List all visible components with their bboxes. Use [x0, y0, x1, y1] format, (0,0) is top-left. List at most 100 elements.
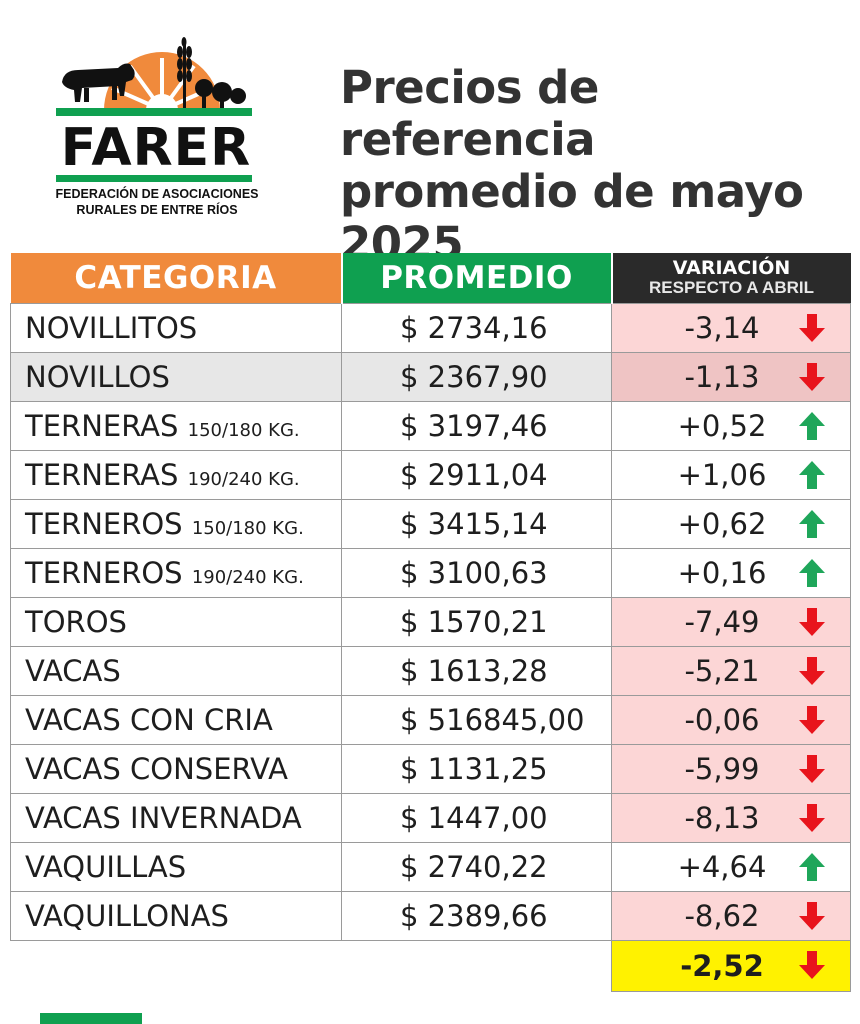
- header-variation-subtitle: RESPECTO A ABRIL: [649, 278, 814, 297]
- variation-cell: +4,64: [611, 842, 851, 892]
- table-row: TERNERAS 150/180 KG. $ 3197,46 +0,52: [10, 401, 851, 451]
- category-cell: TERNEROS 150/180 KG.: [10, 499, 342, 549]
- price-table: CATEGORIA PROMEDIO VARIACIÓN RESPECTO A …: [10, 253, 851, 992]
- category-name: NOVILLOS: [25, 360, 170, 394]
- table-row: VACAS CON CRIA $ 516845,00 -0,06: [10, 695, 851, 745]
- variation-cell: -1,13: [611, 352, 851, 402]
- arrow-down-icon: [799, 706, 825, 734]
- category-name: TERNERAS: [25, 409, 179, 443]
- category-name: TERNERAS: [25, 458, 179, 492]
- total-spacer: [342, 941, 612, 992]
- bottom-accent-bar: [40, 1013, 142, 1024]
- table-row: TERNEROS 190/240 KG. $ 3100,63 +0,16: [10, 548, 851, 598]
- variation-cell: +1,06: [611, 450, 851, 500]
- variation-value: +0,62: [677, 507, 767, 541]
- category-name: VAQUILLAS: [25, 850, 187, 884]
- category-cell: VACAS CONSERVA: [10, 744, 342, 794]
- variation-value: +0,52: [677, 409, 767, 443]
- table-row: VACAS CONSERVA $ 1131,25 -5,99: [10, 744, 851, 794]
- average-cell: $ 1570,21: [341, 597, 612, 647]
- category-cell: TERNERAS 150/180 KG.: [10, 401, 342, 451]
- variation-cell: -5,99: [611, 744, 851, 794]
- variation-cell: -5,21: [611, 646, 851, 696]
- total-variation-cell: -2,52: [611, 940, 851, 992]
- variation-value: -5,99: [684, 752, 760, 786]
- category-name: NOVILLITOS: [25, 311, 198, 345]
- title-line2: promedio de mayo: [340, 165, 804, 218]
- variation-cell: +0,16: [611, 548, 851, 598]
- category-name: TOROS: [25, 605, 127, 639]
- category-name: VACAS: [25, 654, 121, 688]
- average-cell: $ 2911,04: [341, 450, 612, 500]
- page-title: Precios de referencia promedio de mayo 2…: [340, 62, 840, 270]
- average-cell: $ 3415,14: [341, 499, 612, 549]
- header-variation-title: VARIACIÓN: [672, 257, 791, 279]
- logo-subtitle-line1: FEDERACIÓN DE ASOCIACIONES: [55, 187, 259, 201]
- arrow-down-icon: [799, 314, 825, 342]
- category-detail: 150/180 KG.: [191, 518, 304, 539]
- table-row: TERNEROS 150/180 KG. $ 3415,14 +0,62: [10, 499, 851, 549]
- arrow-down-icon: [799, 804, 825, 832]
- table-row: VAQUILLAS $ 2740,22 +4,64: [10, 842, 851, 892]
- logo-stripe-icon: [56, 175, 252, 182]
- average-cell: $ 2389,66: [341, 891, 612, 941]
- logo-subtitle-line2: RURALES DE ENTRE RÍOS: [76, 203, 238, 217]
- category-detail: 150/180 KG.: [187, 420, 300, 441]
- arrow-down-icon: [799, 755, 825, 783]
- category-cell: VACAS CON CRIA: [10, 695, 342, 745]
- table-row: VAQUILLONAS $ 2389,66 -8,62: [10, 891, 851, 941]
- variation-value: -7,49: [684, 605, 760, 639]
- category-cell: VAQUILLAS: [10, 842, 342, 892]
- variation-cell: -0,06: [611, 695, 851, 745]
- average-cell: $ 516845,00: [341, 695, 612, 745]
- category-name: VACAS CONSERVA: [25, 752, 288, 786]
- table-row: TOROS $ 1570,21 -7,49: [10, 597, 851, 647]
- arrow-down-icon: [799, 608, 825, 636]
- arrow-down-icon: [799, 951, 825, 979]
- variation-value: -5,21: [684, 654, 760, 688]
- category-cell: VACAS: [10, 646, 342, 696]
- variation-value: +0,16: [677, 556, 767, 590]
- variation-cell: -7,49: [611, 597, 851, 647]
- variation-value: -0,06: [684, 703, 760, 737]
- logo-wordmark: FARER: [60, 118, 252, 178]
- total-variation-value: -2,52: [680, 948, 764, 983]
- category-cell: NOVILLITOS: [10, 303, 342, 353]
- category-name: VAQUILLONAS: [25, 899, 229, 933]
- category-name: TERNEROS: [25, 507, 183, 541]
- average-cell: $ 3100,63: [341, 548, 612, 598]
- category-detail: 190/240 KG.: [191, 567, 304, 588]
- farer-logo: FARER FEDERACIÓN DE ASOCIACIONES RURALES…: [52, 30, 262, 220]
- table-row: NOVILLOS $ 2367,90 -1,13: [10, 352, 851, 402]
- table-row: VACAS INVERNADA $ 1447,00 -8,13: [10, 793, 851, 843]
- table-header-row: CATEGORIA PROMEDIO VARIACIÓN RESPECTO A …: [10, 253, 851, 304]
- arrow-up-icon: [799, 461, 825, 489]
- category-name: VACAS CON CRIA: [25, 703, 273, 737]
- average-cell: $ 3197,46: [341, 401, 612, 451]
- category-cell: TOROS: [10, 597, 342, 647]
- arrow-up-icon: [799, 412, 825, 440]
- average-cell: $ 2740,22: [341, 842, 612, 892]
- average-cell: $ 1131,25: [341, 744, 612, 794]
- table-body: NOVILLITOS $ 2734,16 -3,14 NOVILLOS $ 2367,9…: [10, 303, 851, 992]
- category-cell: NOVILLOS: [10, 352, 342, 402]
- header-category: CATEGORIA: [10, 253, 342, 304]
- total-row: -2,52: [11, 940, 851, 992]
- category-name: VACAS INVERNADA: [25, 801, 302, 835]
- variation-value: -3,14: [684, 311, 760, 345]
- average-cell: $ 1447,00: [341, 793, 612, 843]
- variation-value: +1,06: [677, 458, 767, 492]
- variation-cell: -3,14: [611, 303, 851, 353]
- header-average: PROMEDIO: [340, 253, 612, 304]
- arrow-up-icon: [799, 853, 825, 881]
- arrow-down-icon: [799, 657, 825, 685]
- table-row: NOVILLITOS $ 2734,16 -3,14: [10, 303, 851, 353]
- variation-value: -1,13: [684, 360, 760, 394]
- arrow-down-icon: [799, 902, 825, 930]
- category-name: TERNEROS: [25, 556, 183, 590]
- header-variation: VARIACIÓN RESPECTO A ABRIL: [610, 253, 851, 304]
- category-cell: VACAS INVERNADA: [10, 793, 342, 843]
- average-cell: $ 2367,90: [341, 352, 612, 402]
- table-row: VACAS $ 1613,28 -5,21: [10, 646, 851, 696]
- variation-value: -8,13: [684, 801, 760, 835]
